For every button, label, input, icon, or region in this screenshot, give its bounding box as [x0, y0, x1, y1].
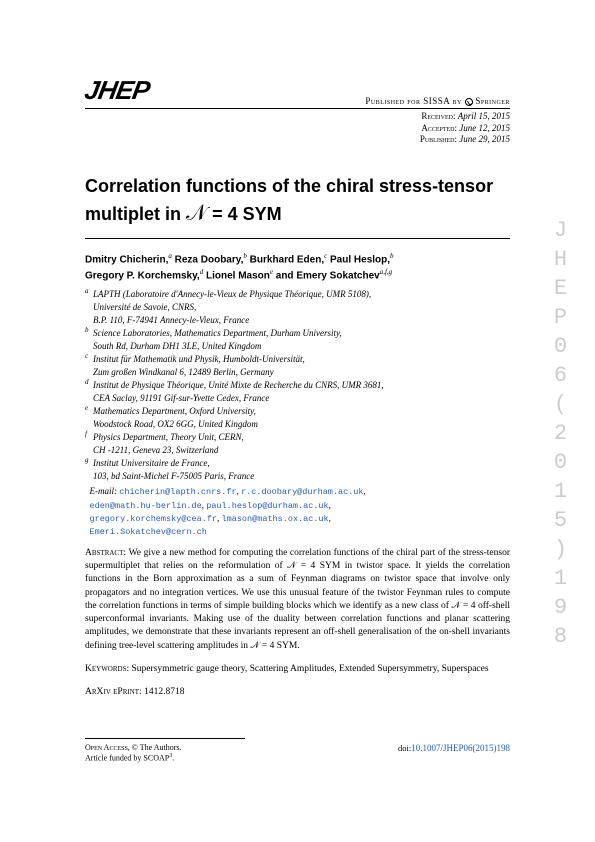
publisher-line: Published for SISSA by Springer: [365, 96, 510, 106]
email-link[interactable]: gregory.korchemsky@cea.fr: [90, 514, 218, 524]
email-link[interactable]: Emeri.Sokatchev@cern.ch: [90, 527, 207, 537]
email-link[interactable]: r.c.doobary@durham.ac.uk: [241, 487, 363, 497]
footer-rule: [85, 738, 245, 739]
arxiv-link[interactable]: 1412.8718: [144, 687, 184, 697]
footer: Open Access, © The Authors. Article fund…: [85, 743, 510, 764]
abstract: Abstract: We give a new method for compu…: [85, 547, 510, 653]
email-link[interactable]: lmason@maths.ox.ac.uk: [222, 514, 329, 524]
doi: doi:10.1007/JHEP06(2015)198: [398, 743, 510, 764]
email-block: E-mail: chicherin@lapth.cnrs.fr, r.c.doo…: [85, 485, 510, 538]
title-rule: [85, 238, 510, 239]
author-list: Dmitry Chicherin,a Reza Doobary,b Burkha…: [85, 251, 510, 284]
journal-logo: JHEP: [85, 75, 149, 106]
article-title: Correlation functions of the chiral stre…: [85, 174, 510, 228]
email-link[interactable]: eden@math.hu-berlin.de: [90, 501, 202, 511]
keywords: Keywords: Supersymmetric gauge theory, S…: [85, 663, 510, 676]
email-link[interactable]: paul.heslop@durham.ac.uk: [206, 501, 328, 511]
email-link[interactable]: chicherin@lapth.cnrs.fr: [119, 487, 236, 497]
page-content: JHEP Published for SISSA by Springer Rec…: [0, 0, 595, 804]
affiliations: aLAPTH (Laboratoire d'Annecy-le-Vieux de…: [85, 288, 510, 484]
header-row: JHEP Published for SISSA by Springer: [85, 75, 510, 109]
doi-link[interactable]: 10.1007/JHEP06(2015)198: [411, 743, 510, 753]
open-access: Open Access, © The Authors. Article fund…: [85, 743, 182, 764]
arxiv-line: ArXiv ePrint: 1412.8718: [85, 686, 510, 699]
publication-dates: Received: April 15, 2015 Accepted: June …: [85, 111, 510, 146]
springer-icon: [465, 98, 473, 106]
